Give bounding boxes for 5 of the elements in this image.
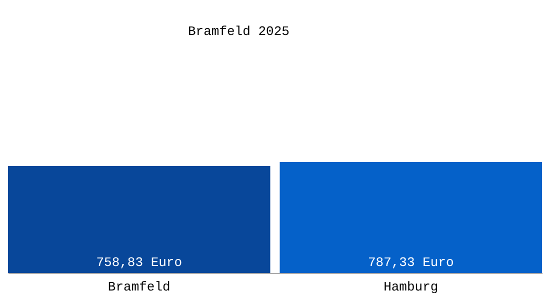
chart-title: Bramfeld 2025 xyxy=(188,24,290,39)
data-label: 758,83 Euro xyxy=(96,255,182,270)
x-tick-label: Bramfeld xyxy=(108,280,170,294)
data-label: 787,33 Euro xyxy=(368,255,454,270)
x-tick-label: Hamburg xyxy=(384,280,438,294)
